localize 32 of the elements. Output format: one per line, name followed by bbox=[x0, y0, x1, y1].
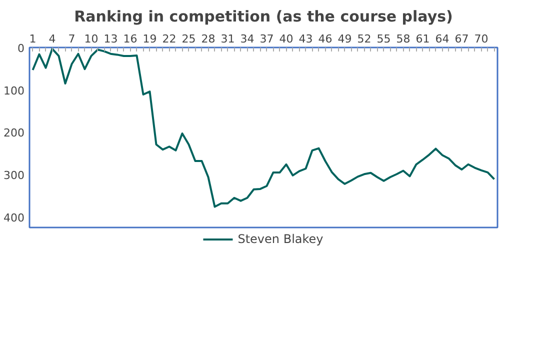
x-tick-label: 58 bbox=[396, 32, 410, 46]
x-tick-label: 28 bbox=[201, 32, 216, 46]
x-tick-label: 52 bbox=[357, 32, 372, 46]
line-series bbox=[32, 48, 496, 208]
x-tick-label: 46 bbox=[318, 32, 332, 46]
y-tick-label: 400 bbox=[4, 211, 25, 224]
x-tick-label: 61 bbox=[416, 32, 430, 46]
x-tick-label: 19 bbox=[142, 32, 157, 46]
x-tick-label: 43 bbox=[298, 32, 313, 46]
x-tick-label: 1 bbox=[29, 32, 36, 46]
x-tick-label: 70 bbox=[474, 32, 488, 46]
y-tick-label: 100 bbox=[4, 84, 25, 98]
x-tick-label: 25 bbox=[182, 32, 196, 46]
chart-title: Ranking in competition (as the course plays) bbox=[74, 8, 453, 26]
x-tick-label: 10 bbox=[84, 32, 98, 46]
x-tick-label: 55 bbox=[376, 32, 391, 46]
y-tick-label: 0 bbox=[18, 42, 24, 55]
x-tick-label: 13 bbox=[104, 32, 118, 46]
x-tick-label: 16 bbox=[123, 32, 138, 46]
x-tick-label: 67 bbox=[454, 32, 469, 46]
x-tick-label: 40 bbox=[279, 32, 294, 46]
x-tick-label: 22 bbox=[162, 32, 176, 46]
y-tick-label: 200 bbox=[4, 126, 25, 140]
legend-label: Steven Blakey bbox=[238, 232, 324, 246]
x-tick-label: 31 bbox=[220, 32, 235, 46]
x-tick-label: 34 bbox=[240, 32, 254, 46]
x-tick-label: 7 bbox=[68, 32, 76, 46]
y-tick-label: 300 bbox=[4, 169, 25, 182]
x-tick-label: 4 bbox=[48, 32, 56, 46]
x-tick-label: 37 bbox=[260, 32, 274, 46]
x-tick-label: 64 bbox=[435, 32, 450, 46]
x-tick-label: 49 bbox=[338, 32, 352, 46]
